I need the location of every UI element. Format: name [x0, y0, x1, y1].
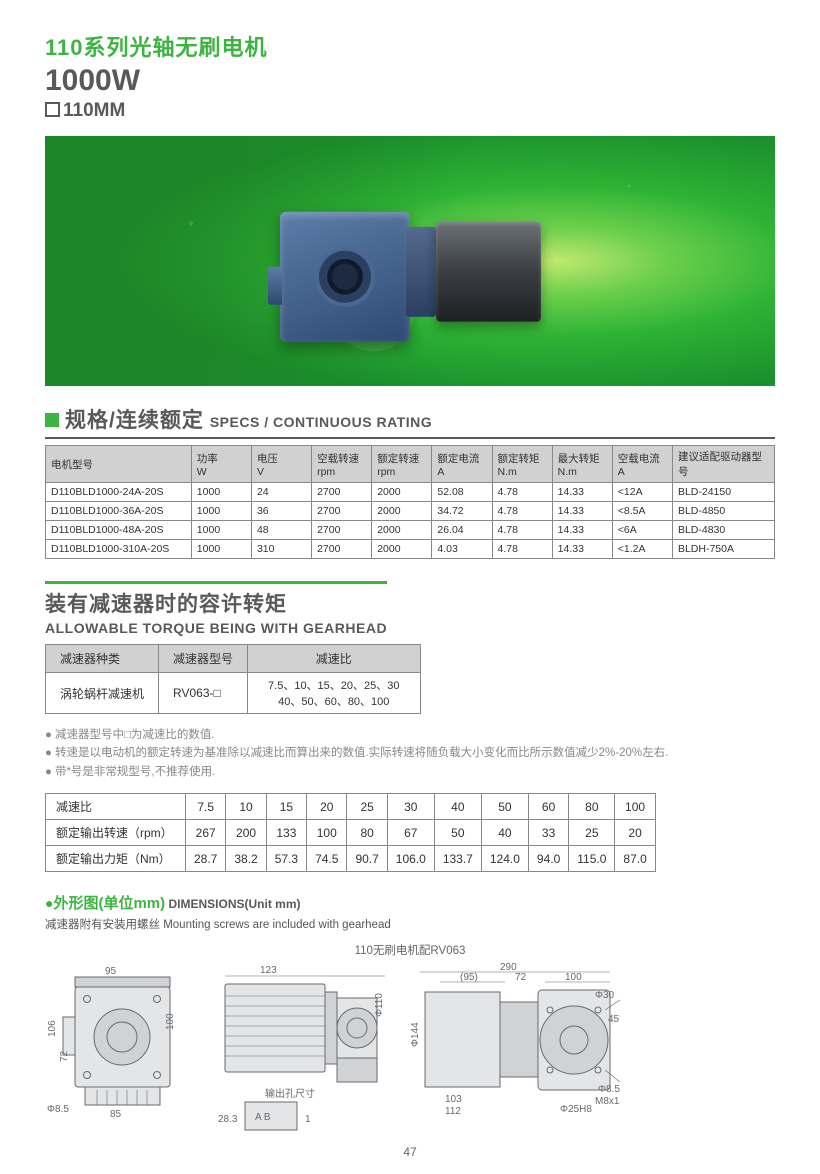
gearhead-table: 减速器种类 减速器型号 减速比 涡轮蜗杆减速机 RV063-□ 7.5、10、1… — [45, 644, 421, 714]
svg-text:85: 85 — [110, 1109, 122, 1120]
svg-text:103: 103 — [445, 1094, 462, 1105]
svg-text:1: 1 — [305, 1114, 311, 1125]
svg-text:Φ25H8: Φ25H8 — [560, 1104, 592, 1115]
note-1: ●减速器型号中□为减速比的数值. — [45, 726, 775, 744]
gh-col-model: 减速器型号 — [159, 645, 248, 673]
table-row: 额定输出力矩（Nm）28.738.257.374.590.7106.0133.7… — [46, 846, 656, 872]
drawing-top: 290 (95) 72 100 Φ144 103 112 Φ25H8 Φ30 — [410, 962, 620, 1132]
specs-header: 额定电流A — [432, 446, 492, 483]
note-3: ●带*号是非常规型号,不推荐使用. — [45, 763, 775, 781]
svg-text:72: 72 — [59, 1051, 70, 1063]
drawing-side: 123 Φ110 输出孔尺寸 A B 1 28.3 — [210, 962, 390, 1137]
specs-header: 额定转矩N.m — [492, 446, 552, 483]
specs-title-cn: 规格/连续额定 — [65, 404, 204, 434]
gh-ratios: 7.5、10、15、20、25、3040、50、60、80、100 — [248, 673, 420, 714]
svg-text:Φ110: Φ110 — [374, 993, 385, 1017]
specs-heading: 规格/连续额定 SPECS / CONTINUOUS RATING — [45, 404, 775, 439]
title-block: 110系列光轴无刷电机 1000W 110MM — [45, 30, 775, 122]
size-title: 110MM — [45, 100, 775, 122]
gh-type: 涡轮蜗杆减速机 — [46, 673, 159, 714]
specs-title-en: SPECS / CONTINUOUS RATING — [210, 414, 432, 430]
specs-header: 空载电流A — [612, 446, 672, 483]
svg-text:72: 72 — [515, 972, 527, 983]
motor-illustration — [260, 187, 560, 352]
gh-col-type: 减速器种类 — [46, 645, 159, 673]
specs-header: 最大转矩N.m — [552, 446, 612, 483]
dim-subtitle: 减速器附有安装用螺丝 Mounting screws are included … — [45, 916, 775, 932]
svg-text:123: 123 — [260, 965, 277, 976]
table-row: D110BLD1000-310A-20S1000310270020004.034… — [46, 540, 775, 559]
series-title: 110系列光轴无刷电机 — [45, 30, 775, 62]
table-row: D110BLD1000-24A-20S1000242700200052.084.… — [46, 483, 775, 502]
note-2: ●转速是以电动机的额定转速为基准除以减速比而算出来的数值.实际转速将随负载大小变… — [45, 744, 775, 762]
svg-text:45°: 45° — [608, 1014, 620, 1025]
specs-table: 电机型号功率W电压V空载转速rpm额定转速rpm额定电流A额定转矩N.m最大转矩… — [45, 445, 775, 559]
svg-text:28.3: 28.3 — [218, 1114, 238, 1125]
specs-section: 规格/连续额定 SPECS / CONTINUOUS RATING 电机型号功率… — [45, 404, 775, 559]
svg-text:106: 106 — [47, 1020, 58, 1037]
specs-header: 电压V — [251, 446, 311, 483]
svg-text:Φ144: Φ144 — [410, 1022, 421, 1047]
specs-header: 电机型号 — [46, 446, 192, 483]
gh-model: RV063-□ — [159, 673, 248, 714]
dimensions-heading: ●外形图(单位mm) DIMENSIONS(Unit mm) — [45, 892, 775, 913]
dim-title-en: DIMENSIONS(Unit mm) — [168, 897, 300, 911]
specs-header: 功率W — [191, 446, 251, 483]
svg-text:100: 100 — [165, 1013, 176, 1030]
size-value: 110MM — [63, 100, 125, 121]
table-row: D110BLD1000-36A-20S1000362700200034.724.… — [46, 502, 775, 521]
ratio-table: 减速比7.5101520253040506080100额定输出转速（rpm）26… — [45, 793, 656, 872]
svg-text:M8x14: M8x14 — [595, 1096, 620, 1107]
table-row: 额定输出转速（rpm）26720013310080675040332520 — [46, 820, 656, 846]
table-row: D110BLD1000-48A-20S1000482700200026.044.… — [46, 521, 775, 540]
svg-text:输出孔尺寸: 输出孔尺寸 — [265, 1087, 315, 1100]
svg-text:A B: A B — [255, 1112, 271, 1123]
svg-text:Φ30: Φ30 — [595, 990, 615, 1001]
svg-text:112: 112 — [445, 1106, 461, 1117]
page-number: 47 — [45, 1145, 775, 1159]
drawing-front: 106 72 85 95 100 Φ8.5 — [45, 962, 190, 1122]
drawing-title: 110无刷电机配RV063 — [45, 942, 775, 958]
svg-text:Φ8.5: Φ8.5 — [47, 1104, 69, 1115]
table-row: 涡轮蜗杆减速机 RV063-□ 7.5、10、15、20、25、3040、50、… — [46, 673, 421, 714]
gearhead-heading: 装有减速器时的容许转矩 ALLOWABLE TORQUE BEING WITH … — [45, 581, 387, 636]
drawings-block: 110无刷电机配RV063 106 72 85 95 100 Φ8.5 — [45, 942, 775, 1137]
specs-header: 额定转速rpm — [372, 446, 432, 483]
specs-header: 空载转速rpm — [312, 446, 372, 483]
table-row: 减速比7.5101520253040506080100 — [46, 794, 656, 820]
specs-header: 建议适配驱动器型号 — [672, 446, 774, 483]
svg-text:100: 100 — [565, 972, 582, 983]
gearhead-title-en: ALLOWABLE TORQUE BEING WITH GEARHEAD — [45, 620, 387, 636]
svg-text:(95): (95) — [460, 972, 478, 983]
dim-title-cn: 外形图(单位mm) — [53, 895, 165, 912]
gh-col-ratio: 减速比 — [248, 645, 420, 673]
notes-block: ●减速器型号中□为减速比的数值. ●转速是以电动机的额定转速为基准除以减速比而算… — [45, 726, 775, 781]
svg-text:Φ8.5: Φ8.5 — [598, 1084, 620, 1095]
wattage-title: 1000W — [45, 64, 775, 98]
svg-text:95: 95 — [105, 966, 117, 977]
hero-image — [45, 136, 775, 386]
square-bullet-icon — [45, 413, 59, 427]
gearhead-title-cn: 装有减速器时的容许转矩 — [45, 588, 387, 618]
